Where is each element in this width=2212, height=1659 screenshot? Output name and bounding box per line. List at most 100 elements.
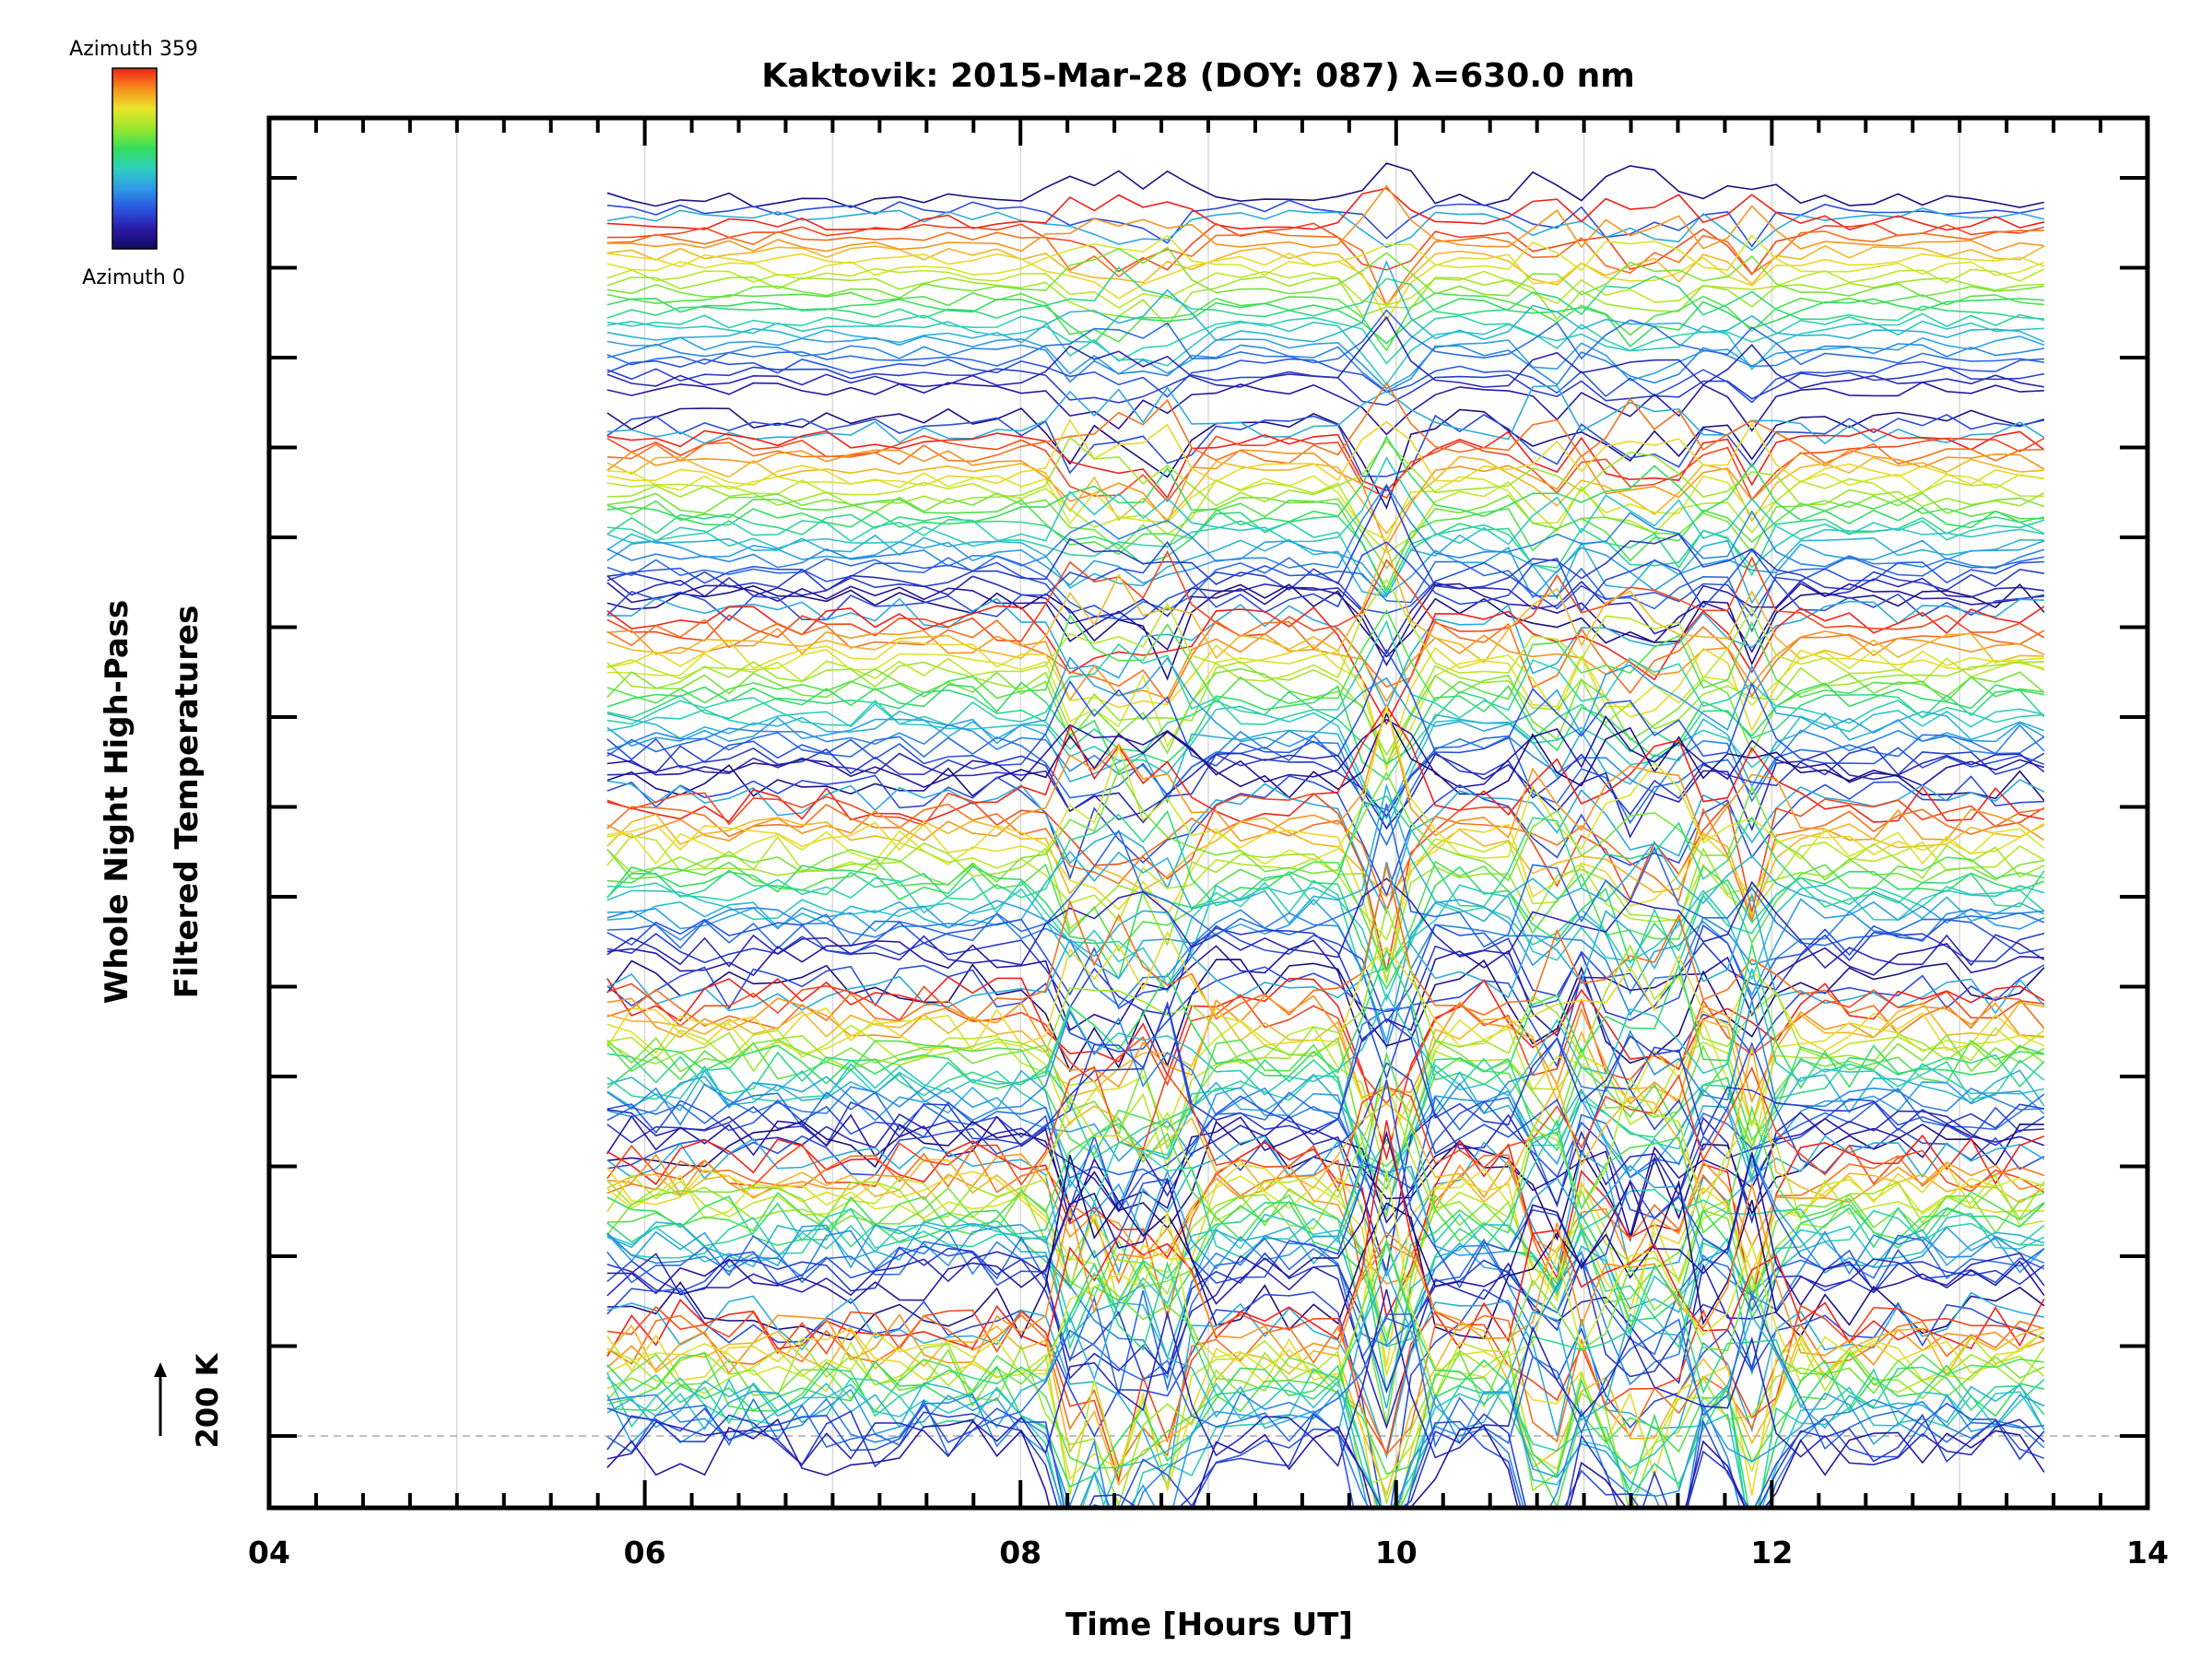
series-line xyxy=(606,1113,2045,1240)
series-line xyxy=(606,1095,2045,1219)
series-line xyxy=(606,1134,2045,1320)
series-line xyxy=(606,688,2045,765)
colorbar: Azimuth 359 Azimuth 0 xyxy=(69,38,198,289)
x-axis-tick-labels: 04 06 08 10 12 14 xyxy=(248,1535,2169,1571)
series-line xyxy=(606,234,2045,276)
series-line xyxy=(606,705,2045,865)
series-line xyxy=(606,244,2045,307)
series-line xyxy=(606,582,2045,667)
series-line xyxy=(606,1288,2045,1467)
series-line xyxy=(606,229,2044,307)
series-line xyxy=(606,1109,2044,1273)
series-line xyxy=(606,1388,2045,1508)
series-line xyxy=(606,597,2044,711)
series-line xyxy=(606,1304,2045,1484)
series-line xyxy=(606,1410,2045,1508)
scale-bar: 200 K xyxy=(154,1352,225,1448)
series-line xyxy=(606,187,2045,231)
series-line xyxy=(606,627,2045,703)
series-line xyxy=(606,1201,2044,1392)
series-line xyxy=(606,578,2045,684)
series-line xyxy=(606,605,2045,726)
series-line xyxy=(606,803,2045,924)
series-line xyxy=(606,1069,2045,1208)
chart-title: Kaktovik: 2015-Mar-28 (DOY: 087) λ=630.0… xyxy=(761,57,1634,95)
series-line xyxy=(606,1322,2045,1498)
series-line xyxy=(606,918,2045,1024)
series-line xyxy=(606,291,2044,352)
series-line xyxy=(606,1195,2045,1346)
series-line xyxy=(606,1251,2045,1430)
series-line xyxy=(606,1001,2045,1128)
series-line xyxy=(606,821,2045,983)
x-tick-label: 08 xyxy=(999,1535,1041,1571)
colorbar-gradient xyxy=(112,67,158,250)
series-line xyxy=(606,927,2045,1021)
series-line xyxy=(606,428,2045,500)
series-line xyxy=(606,449,2045,549)
series-line xyxy=(606,1212,2045,1375)
series-line xyxy=(606,555,2045,633)
series-line xyxy=(606,1230,2045,1386)
series-line xyxy=(606,1418,2045,1508)
series-line xyxy=(606,1234,2045,1395)
series-line xyxy=(606,1313,2045,1468)
series-line xyxy=(606,1402,2045,1508)
series-line xyxy=(606,803,2045,950)
series-line xyxy=(606,276,2044,328)
series-line xyxy=(606,710,2045,820)
series-line xyxy=(606,906,2044,1051)
series-line xyxy=(606,381,2044,465)
series-line xyxy=(606,312,2045,365)
series-line xyxy=(606,455,2045,549)
series-line xyxy=(606,705,2045,842)
y-axis-label-line2: Filtered Temperatures xyxy=(169,606,206,999)
series-line xyxy=(606,265,2044,322)
series-line xyxy=(606,435,2045,529)
series-lines xyxy=(606,162,2045,1508)
series-line xyxy=(606,1076,2045,1212)
series-line xyxy=(606,1045,2045,1204)
series-line xyxy=(606,320,2044,386)
series-line xyxy=(606,315,2045,390)
series-line xyxy=(606,455,2044,535)
series-line xyxy=(606,582,2045,681)
series-line xyxy=(606,484,2045,592)
scale-bar-label: 200 K xyxy=(190,1352,225,1448)
series-line xyxy=(606,768,2045,887)
series-line xyxy=(606,884,2045,1002)
series-line xyxy=(606,184,2044,253)
series-line xyxy=(606,1151,2045,1274)
series-line xyxy=(606,619,2044,726)
series-line xyxy=(606,792,2045,971)
series-line xyxy=(606,702,2045,831)
series-line xyxy=(606,1163,2044,1367)
series-line xyxy=(606,905,2045,1073)
series-line xyxy=(606,199,2045,248)
series-line xyxy=(606,1335,2045,1496)
series-line xyxy=(606,704,2045,823)
series-line xyxy=(606,1392,2045,1508)
series-line xyxy=(606,778,2045,914)
x-axis-label: Time [Hours UT] xyxy=(1065,1606,1353,1643)
series-line xyxy=(606,865,2045,1035)
series-line xyxy=(606,381,2044,436)
series-line xyxy=(606,865,2045,991)
series-line xyxy=(606,384,2045,445)
series-line xyxy=(606,968,2045,1109)
series-line xyxy=(606,712,2045,802)
series-line xyxy=(606,1079,2045,1293)
series-line xyxy=(606,656,2045,747)
series-line xyxy=(606,414,2045,477)
series-line xyxy=(606,260,2045,344)
series-line xyxy=(606,470,2045,541)
series-line xyxy=(606,976,2045,1161)
series-line xyxy=(606,1118,2045,1259)
series-line xyxy=(606,1147,2045,1321)
series-line xyxy=(606,1238,2045,1408)
series-line xyxy=(606,714,2045,789)
series-line xyxy=(606,343,2045,393)
series-line xyxy=(606,648,2045,769)
series-line xyxy=(606,1154,2045,1341)
